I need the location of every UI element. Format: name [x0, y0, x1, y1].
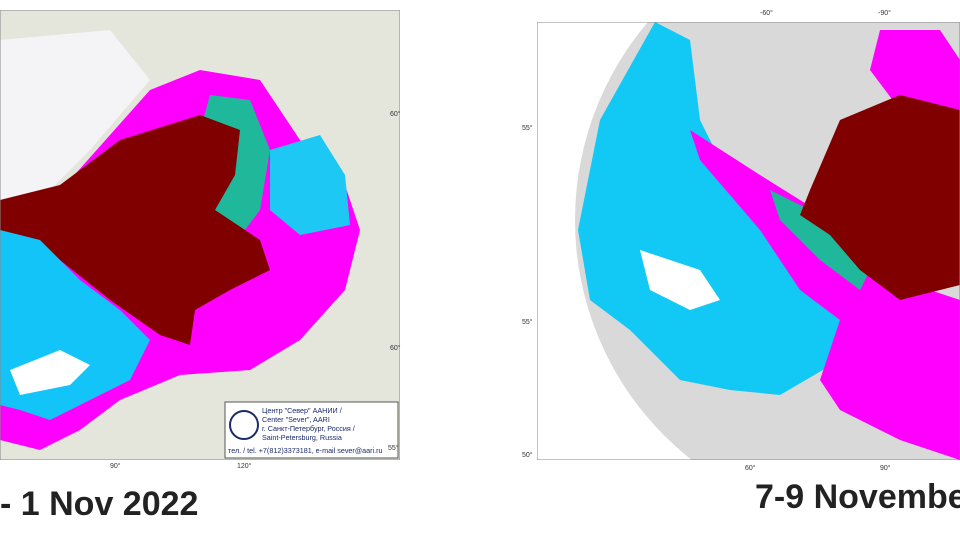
- water-blue: [578, 22, 860, 395]
- ice-zone-magenta: [690, 130, 960, 460]
- grid-label: 60°: [745, 464, 756, 472]
- grid-label: 55°: [522, 124, 533, 132]
- grid-label: 90°: [110, 462, 121, 470]
- right-map: [537, 22, 960, 460]
- logo-text: тел. / tel. +7(812)3373181, e-mail sever…: [228, 446, 383, 455]
- grid-label: 60°: [390, 110, 401, 118]
- logo-globe: [229, 410, 259, 440]
- logo-text: г. Санкт-Петербург, Россия /: [262, 424, 355, 433]
- logo-text: Saint-Petersburg, Russia: [262, 433, 342, 442]
- grid-label: 60°: [390, 344, 401, 352]
- grid-label: 55°: [388, 444, 399, 452]
- left-map: Центр "Север" ААНИИ / Center "Sever", AA…: [0, 10, 400, 460]
- ice-zone-teal: [770, 190, 870, 290]
- grid-label: -90°: [878, 9, 891, 17]
- snow: [0, 30, 150, 210]
- logo-text: Center "Sever", AARI: [262, 415, 330, 424]
- grid-label: 120°: [237, 462, 252, 470]
- ice-zone-darkred: [0, 115, 270, 345]
- grid-label: 50°: [522, 451, 533, 459]
- ice-zone-magenta: [870, 30, 960, 120]
- grid-label: -60°: [760, 9, 773, 17]
- ice-zone-blue: [270, 135, 350, 235]
- ice-zone-darkred: [800, 95, 960, 300]
- land-white: [10, 350, 90, 395]
- logo-text: Центр "Север" ААНИИ /: [262, 406, 342, 415]
- caption: - 1 Nov 2022: [0, 485, 198, 523]
- logo-box: [224, 401, 399, 459]
- grid-label: 55°: [522, 318, 533, 326]
- caption: 7-9 November: [755, 478, 960, 516]
- grid-label: 90°: [880, 464, 891, 472]
- land-white: [640, 250, 720, 310]
